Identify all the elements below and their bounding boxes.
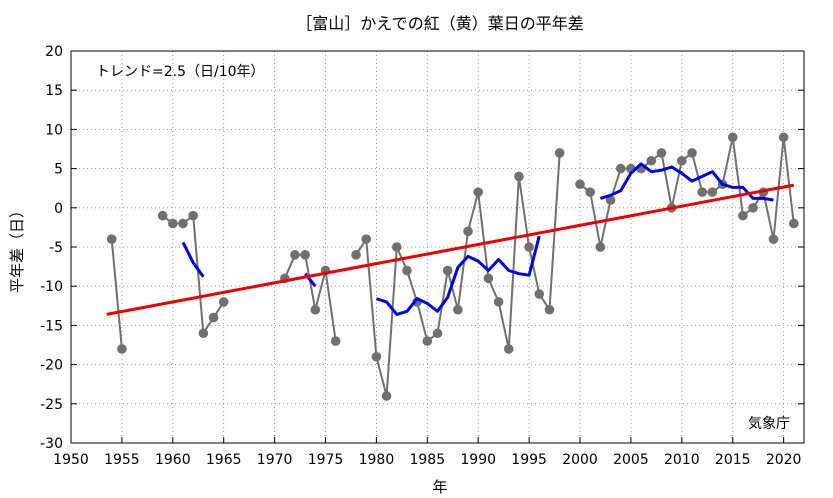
x-tick-label: 1955 bbox=[104, 452, 140, 468]
observed-point bbox=[727, 132, 738, 143]
moving_average_5yr-line bbox=[375, 235, 541, 316]
moving_average_5yr-line bbox=[181, 241, 205, 278]
x-tick-label: 2015 bbox=[715, 452, 751, 468]
observed-point bbox=[473, 187, 484, 197]
observed-point bbox=[168, 218, 178, 229]
y-axis-title: 平年差（日） bbox=[8, 203, 26, 293]
observed-point bbox=[402, 265, 412, 276]
observed-point bbox=[707, 187, 718, 197]
y-tick-label: -15 bbox=[40, 318, 63, 334]
observed-point bbox=[697, 187, 707, 197]
observed-point bbox=[442, 265, 453, 276]
observed-point bbox=[677, 155, 687, 166]
observed-point bbox=[381, 391, 392, 401]
observed-point bbox=[361, 234, 372, 244]
observed-point bbox=[738, 210, 748, 221]
y-tick-label: 0 bbox=[54, 201, 63, 217]
y-tick-label: -30 bbox=[40, 436, 63, 452]
observed-point bbox=[483, 273, 494, 284]
observed-point bbox=[503, 344, 514, 354]
x-tick-label: 1965 bbox=[206, 452, 242, 468]
observed-point bbox=[789, 218, 799, 229]
observed-point bbox=[453, 304, 463, 315]
x-tick-label: 2020 bbox=[766, 452, 802, 468]
observed-point bbox=[524, 242, 534, 252]
y-tick-label: 5 bbox=[54, 162, 63, 178]
observed-point bbox=[493, 297, 504, 307]
series-layer bbox=[106, 132, 799, 401]
observed-point bbox=[534, 289, 545, 299]
observed-point bbox=[371, 351, 382, 362]
observed-point bbox=[208, 312, 219, 323]
observed-point bbox=[330, 336, 341, 346]
y-tick-label: -25 bbox=[40, 397, 63, 413]
observed-point bbox=[188, 210, 198, 221]
trend-line bbox=[106, 183, 795, 316]
observed-point bbox=[768, 234, 779, 244]
observed-point bbox=[514, 171, 524, 182]
y-tick-label: -10 bbox=[40, 279, 63, 295]
observed-line bbox=[579, 136, 795, 248]
observed-point bbox=[351, 250, 361, 260]
observed-point bbox=[585, 187, 596, 197]
observed-point bbox=[656, 148, 667, 158]
x-tick-label: 2000 bbox=[562, 452, 598, 468]
observed-point bbox=[157, 210, 168, 221]
x-tick-label: 1980 bbox=[359, 452, 395, 468]
observed-line bbox=[110, 239, 123, 349]
trend-annotation: トレンド=2.5（日/10年） bbox=[96, 64, 265, 80]
observed-point bbox=[290, 250, 300, 260]
observed-point bbox=[463, 226, 473, 237]
moving_average_5yr-line bbox=[599, 162, 774, 202]
observed-point bbox=[748, 203, 758, 213]
x-tick-label: 2010 bbox=[664, 452, 700, 468]
x-tick-label: 1995 bbox=[511, 452, 547, 468]
x-tick-label: 1975 bbox=[308, 452, 344, 468]
x-tick-label: 1985 bbox=[409, 452, 445, 468]
observed-point bbox=[544, 304, 555, 315]
observed-point bbox=[575, 179, 585, 190]
observed-point bbox=[391, 242, 402, 252]
chart-title: ［富山］かえでの紅（黄）葉日の平年差 bbox=[296, 14, 584, 33]
x-axis-title: 年 bbox=[432, 478, 447, 496]
tick-layer: 1950 1955 1960 1965 1970 1975 1980 1985 1990 1995… bbox=[40, 44, 804, 468]
y-tick-label: 20 bbox=[45, 44, 63, 60]
observed-point bbox=[778, 132, 789, 143]
x-tick-label: 2005 bbox=[613, 452, 649, 468]
observed-point bbox=[300, 250, 310, 260]
observed-point bbox=[554, 148, 565, 158]
observed-point bbox=[218, 297, 229, 307]
y-tick-label: -5 bbox=[49, 240, 63, 256]
x-tick-label: 1960 bbox=[155, 452, 191, 468]
x-tick-label: 1990 bbox=[460, 452, 496, 468]
credit-label: 気象庁 bbox=[748, 416, 790, 432]
observed-point bbox=[310, 304, 321, 315]
observed-point bbox=[178, 218, 188, 229]
observed-point bbox=[422, 336, 433, 346]
observed-point bbox=[432, 328, 443, 339]
observed-point bbox=[595, 242, 606, 252]
y-tick-label: 15 bbox=[45, 83, 63, 99]
observed-point bbox=[615, 163, 626, 174]
y-tick-label: 10 bbox=[45, 122, 63, 138]
x-tick-label: 1950 bbox=[53, 452, 89, 468]
observed-point bbox=[198, 328, 209, 339]
observed-point bbox=[646, 155, 657, 166]
observed-point bbox=[117, 344, 127, 354]
observed-point bbox=[687, 148, 697, 158]
observed-point bbox=[106, 234, 117, 244]
y-tick-label: -20 bbox=[40, 358, 63, 374]
x-tick-label: 1970 bbox=[257, 452, 293, 468]
